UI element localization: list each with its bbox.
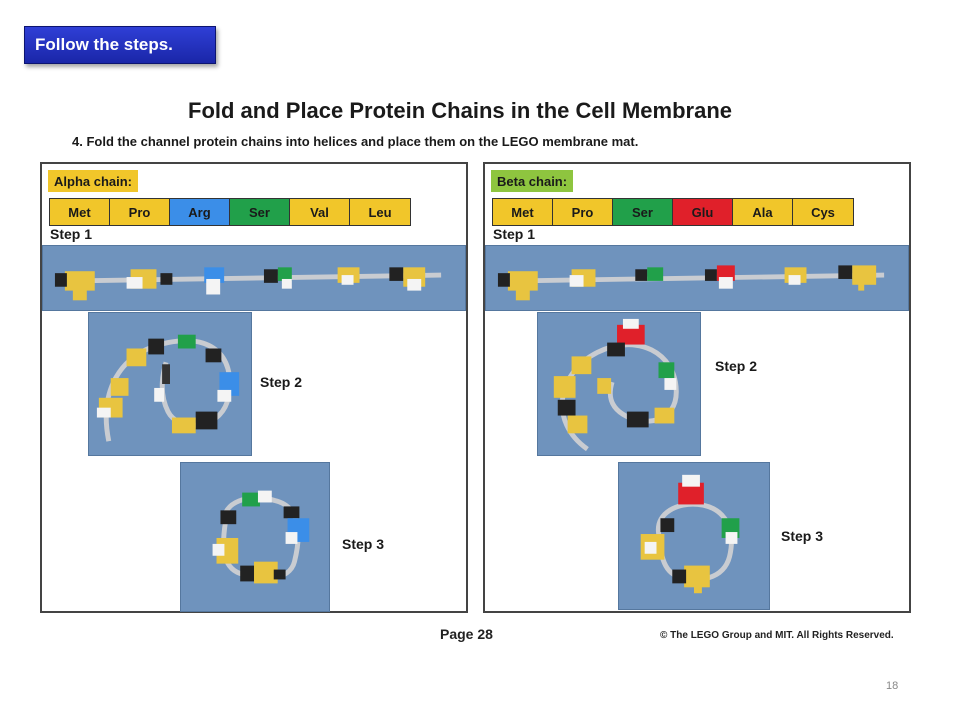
residue: Pro bbox=[110, 199, 170, 225]
residue: Pro bbox=[553, 199, 613, 225]
beta-step1-photo bbox=[485, 245, 909, 311]
residue: Cys bbox=[793, 199, 853, 225]
alpha-step1-label: Step 1 bbox=[50, 226, 93, 242]
alpha-chain-label: Alpha chain: bbox=[48, 170, 139, 192]
beta-step2-label: Step 2 bbox=[715, 358, 758, 374]
residue: Val bbox=[290, 199, 350, 225]
alpha-chain-panel: Alpha chain: Met Pro Arg Ser Val Leu Ste… bbox=[40, 162, 468, 613]
alpha-step2-photo bbox=[88, 312, 252, 456]
beta-residue-sequence: Met Pro Ser Glu Ala Cys bbox=[492, 198, 854, 226]
residue: Ala bbox=[733, 199, 793, 225]
residue: Ser bbox=[230, 199, 290, 225]
residue: Met bbox=[493, 199, 553, 225]
beta-step3-label: Step 3 bbox=[781, 528, 824, 544]
alpha-step2-label: Step 2 bbox=[260, 374, 303, 390]
residue: Met bbox=[50, 199, 110, 225]
copyright-notice: © The LEGO Group and MIT. All Rights Res… bbox=[660, 630, 894, 641]
beta-step1-label: Step 1 bbox=[493, 226, 536, 242]
follow-steps-badge: Follow the steps. bbox=[24, 26, 216, 64]
residue: Glu bbox=[673, 199, 733, 225]
beta-chain-panel: Beta chain: Met Pro Ser Glu Ala Cys Step… bbox=[483, 162, 911, 613]
document-title: Fold and Place Protein Chains in the Cel… bbox=[188, 98, 732, 123]
beta-step2-photo bbox=[537, 312, 701, 456]
alpha-step1-photo bbox=[42, 245, 466, 311]
residue: Leu bbox=[350, 199, 410, 225]
beta-chain-label: Beta chain: bbox=[491, 170, 574, 192]
alpha-step3-photo bbox=[180, 462, 330, 612]
residue: Arg bbox=[170, 199, 230, 225]
alpha-step3-label: Step 3 bbox=[342, 536, 385, 552]
residue: Ser bbox=[613, 199, 673, 225]
beta-step3-photo bbox=[618, 462, 770, 610]
page-number: Page 28 bbox=[440, 626, 493, 642]
alpha-residue-sequence: Met Pro Arg Ser Val Leu bbox=[49, 198, 411, 226]
instruction-text: 4. Fold the channel protein chains into … bbox=[72, 134, 639, 149]
slide-number: 18 bbox=[886, 680, 899, 692]
